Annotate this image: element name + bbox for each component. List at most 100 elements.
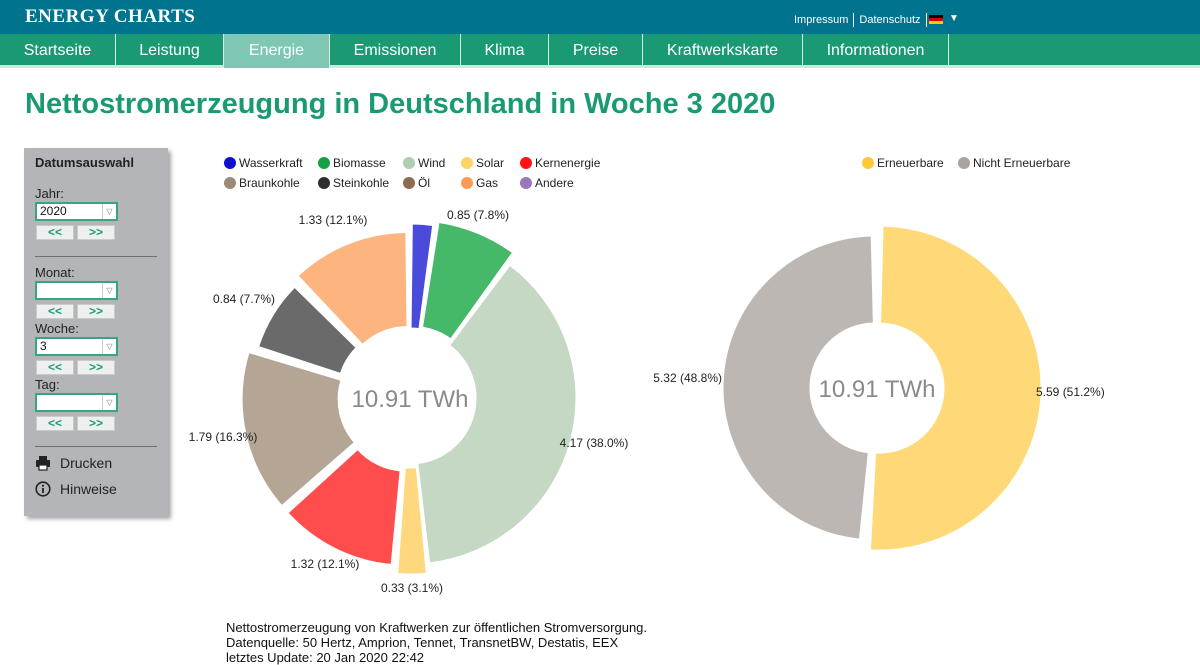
footnote-update: letztes Update: 20 Jan 2020 22:42 — [226, 650, 425, 665]
slice-erneuerbare[interactable] — [869, 225, 1042, 551]
nav-kraftwerkskarte[interactable]: Kraftwerkskarte — [643, 34, 803, 68]
legend-swatch — [461, 157, 473, 169]
renewable-donut-chart: 5.59 (51.2%) 5.32 (48.8%) 10.91 TWh — [653, 225, 1105, 551]
footnote-source: Datenquelle: 50 Hertz, Amprion, Tennet, … — [226, 635, 619, 650]
datenschutz-link[interactable]: Datenschutz — [854, 13, 927, 27]
hints-label: Hinweise — [60, 481, 117, 497]
info-icon — [35, 481, 51, 497]
legend-item-steinkohle[interactable]: Steinkohle — [318, 176, 389, 190]
day-prev-button[interactable]: << — [36, 416, 74, 431]
legend-label: Erneuerbare — [877, 156, 944, 170]
legend-item-gas[interactable]: Gas — [461, 176, 498, 190]
week-value: 3 — [40, 339, 47, 353]
hints-action[interactable]: Hinweise — [35, 481, 117, 497]
nav-emissionen[interactable]: Emissionen — [330, 34, 461, 68]
date-selection-heading: Datumsauswahl — [35, 155, 134, 170]
legend-swatch — [461, 177, 473, 189]
week-next-button[interactable]: >> — [77, 360, 115, 375]
legend-label: Kernenergie — [535, 156, 601, 170]
slice-label-gas: 1.33 (12.1%) — [299, 213, 368, 227]
month-label: Monat: — [35, 265, 75, 280]
year-value: 2020 — [40, 204, 67, 218]
legend-label: Wasserkraft — [239, 156, 303, 170]
slice-kernenergie[interactable] — [287, 448, 401, 565]
page-title: Nettostromerzeugung in Deutschland in Wo… — [25, 88, 776, 120]
day-label: Tag: — [35, 377, 60, 392]
legend-swatch — [520, 157, 532, 169]
slice-nicht-erneuerbare[interactable] — [722, 235, 874, 540]
slice-wasserkraft[interactable] — [410, 223, 434, 330]
center-total-label: 10.91 TWh — [819, 376, 936, 403]
year-next-button[interactable]: >> — [77, 225, 115, 240]
legend-item-wasserkraft[interactable]: Wasserkraft — [224, 156, 303, 170]
slice-wind[interactable] — [417, 264, 577, 564]
slice-label-braunkohle: 1.79 (16.3%) — [189, 430, 258, 444]
year-select[interactable]: 2020 ▽ — [35, 202, 118, 221]
nav-leistung[interactable]: Leistung — [116, 34, 224, 68]
generation-donut-chart: 0.85 (7.8%) 4.17 (38.0%) 0.33 (3.1%) 1.32 (… — [189, 208, 629, 595]
week-prev-button[interactable]: << — [36, 360, 74, 375]
german-flag-icon[interactable] — [929, 15, 943, 24]
day-select[interactable]: ▽ — [35, 393, 118, 412]
brand-logo[interactable]: ENERGY CHARTS — [25, 6, 196, 27]
legend-label: Steinkohle — [333, 176, 390, 190]
language-dropdown-icon[interactable]: ▼ — [949, 13, 959, 24]
slice-label-kernenergie: 1.32 (12.1%) — [291, 557, 360, 571]
legend-swatch — [224, 177, 236, 189]
month-prev-button[interactable]: << — [36, 304, 74, 319]
legend-item-wind[interactable]: Wind — [403, 156, 445, 170]
legend-label: Andere — [535, 176, 574, 190]
chevron-down-icon: ▽ — [102, 395, 116, 410]
legend-swatch — [403, 177, 415, 189]
slice-label-nicht-erneuerbare: 5.32 (48.8%) — [653, 371, 722, 385]
slice-label-wind: 4.17 (38.0%) — [560, 436, 629, 450]
legend-item-oel[interactable]: Öl — [403, 176, 430, 190]
slice-label-biomasse: 0.85 (7.8%) — [447, 208, 509, 222]
year-prev-button[interactable]: << — [36, 225, 74, 240]
nav-informationen[interactable]: Informationen — [803, 34, 949, 68]
slice-biomasse[interactable] — [421, 221, 514, 340]
legend-label: Öl — [418, 176, 430, 190]
nav-klima[interactable]: Klima — [461, 34, 549, 68]
slice-steinkohle[interactable] — [258, 286, 357, 374]
chevron-down-icon: ▽ — [102, 339, 116, 354]
legend-label: Gas — [476, 176, 499, 190]
legend-swatch — [318, 177, 330, 189]
print-action[interactable]: Drucken — [35, 455, 112, 471]
legend-label: Solar — [476, 156, 505, 170]
legend-item-erneuerbare[interactable]: Erneuerbare — [862, 156, 944, 170]
top-bar: ENERGY CHARTS Impressum Datenschutz ▼ — [0, 0, 1200, 34]
slice-label-steinkohle: 0.84 (7.7%) — [213, 292, 275, 306]
chevron-down-icon: ▽ — [102, 204, 116, 219]
legend-label: Wind — [418, 156, 446, 170]
legend-swatch — [520, 177, 532, 189]
legend-swatch — [403, 157, 415, 169]
legend-item-andere[interactable]: Andere — [520, 176, 574, 190]
legend-item-nicht-erneuerbare[interactable]: Nicht Erneuerbare — [958, 156, 1070, 170]
legend-label: Braunkohle — [239, 176, 300, 190]
slice-braunkohle[interactable] — [241, 352, 356, 507]
legend-item-kernenergie[interactable]: Kernenergie — [520, 156, 600, 170]
day-next-button[interactable]: >> — [77, 416, 115, 431]
legend-item-braunkohle[interactable]: Braunkohle — [224, 176, 300, 190]
slice-label-solar: 0.33 (3.1%) — [381, 581, 443, 595]
slice-gas[interactable] — [297, 231, 408, 346]
week-label: Woche: — [35, 321, 79, 336]
nav-startseite[interactable]: Startseite — [0, 34, 116, 68]
slice-oel[interactable] — [292, 278, 365, 352]
week-select[interactable]: 3 ▽ — [35, 337, 118, 356]
impressum-link[interactable]: Impressum — [789, 13, 855, 27]
nav-energie[interactable]: Energie — [224, 34, 330, 68]
slice-solar[interactable] — [397, 467, 427, 575]
slice-label-erneuerbare: 5.59 (51.2%) — [1036, 385, 1105, 399]
legend-item-biomasse[interactable]: Biomasse — [318, 156, 386, 170]
legend-swatch — [958, 157, 970, 169]
month-next-button[interactable]: >> — [77, 304, 115, 319]
legend-item-solar[interactable]: Solar — [461, 156, 504, 170]
legend-label: Biomasse — [333, 156, 386, 170]
chart-footnote: Nettostromerzeugung von Kraftwerken zur … — [226, 620, 647, 665]
chevron-down-icon: ▽ — [102, 283, 116, 298]
nav-preise[interactable]: Preise — [549, 34, 643, 68]
month-select[interactable]: ▽ — [35, 281, 118, 300]
date-selection-panel: Datumsauswahl Jahr: 2020 ▽ << >> Monat: ▽… — [24, 148, 168, 516]
